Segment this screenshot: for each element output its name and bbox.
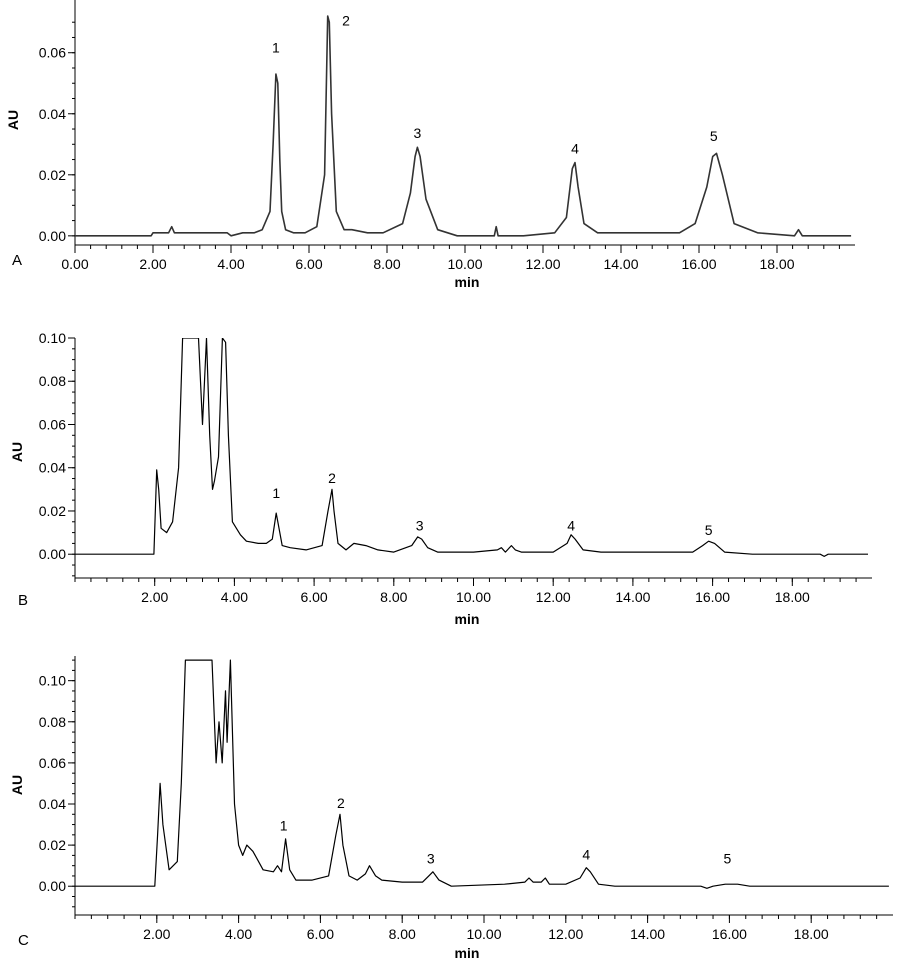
- x-tick-label: 16.00: [681, 256, 716, 272]
- peak-label-5: 5: [705, 522, 713, 538]
- x-axis-title: min: [455, 611, 480, 627]
- panel-letter: A: [12, 252, 22, 269]
- x-tick-label: 8.00: [380, 589, 407, 605]
- x-tick-label: 8.00: [389, 926, 416, 942]
- x-tick-label: 10.00: [456, 589, 491, 605]
- peak-label-4: 4: [582, 847, 590, 863]
- peak-label-3: 3: [416, 517, 424, 533]
- peak-label-4: 4: [571, 140, 579, 156]
- y-tick-label: 0.04: [39, 106, 66, 122]
- x-tick-label: 4.00: [225, 926, 252, 942]
- x-tick-label: 14.00: [615, 589, 650, 605]
- peak-label-4: 4: [567, 517, 575, 533]
- x-tick-label: 12.00: [548, 926, 583, 942]
- chart-panel-c: 0.00 0.02 0.04 0.06 0.08 0.10 2.00 4.00 6.00 8.00…: [9, 656, 893, 961]
- x-tick-label: 6.00: [307, 926, 334, 942]
- x-tick-label: 18.00: [759, 256, 794, 272]
- x-tick-label: 16.00: [695, 589, 730, 605]
- panel-letter: C: [18, 932, 29, 949]
- x-tick-label: 12.00: [536, 589, 571, 605]
- x-tick-label: 18.00: [794, 926, 829, 942]
- panel-letter: B: [18, 592, 28, 609]
- peak-label-1: 1: [280, 818, 288, 834]
- peak-label-2: 2: [337, 795, 345, 811]
- y-tick-label: 0.10: [39, 673, 66, 689]
- x-tick-label: 6.00: [300, 589, 327, 605]
- y-tick-label: 0.02: [39, 167, 66, 183]
- x-tick-label: 12.00: [525, 256, 560, 272]
- y-tick-label: 0.08: [39, 373, 66, 389]
- y-tick-label: 0.02: [39, 503, 66, 519]
- y-axis-title: AU: [5, 110, 21, 130]
- chart-panel-a: 0.00 0.02 0.04 0.06 0.00 2.00 4.00 6.00 8.00 10.0…: [5, 0, 855, 290]
- x-tick-label: 10.00: [447, 256, 482, 272]
- peak-label-1: 1: [272, 40, 280, 56]
- x-tick-label: 8.00: [373, 256, 400, 272]
- chromatogram-trace: [75, 15, 852, 237]
- y-tick-label: 0.06: [39, 755, 66, 771]
- chromatogram-trace: [75, 659, 889, 889]
- x-axis-title: min: [455, 274, 480, 290]
- chromatogram-trace: [75, 338, 868, 558]
- y-tick-label: 0.02: [39, 837, 66, 853]
- peak-label-1: 1: [272, 485, 280, 501]
- x-tick-label: 4.00: [221, 589, 248, 605]
- chart-panel-b: 0.00 0.02 0.04 0.06 0.08 0.10 2.00 4.00 6.00 8.00…: [9, 330, 872, 627]
- peak-label-5: 5: [723, 851, 731, 867]
- y-tick-label: 0.00: [39, 878, 66, 894]
- y-tick-label: 0.06: [39, 45, 66, 61]
- x-tick-label: 0.00: [61, 256, 88, 272]
- x-tick-label: 16.00: [712, 926, 747, 942]
- y-tick-label: 0.08: [39, 714, 66, 730]
- y-tick-label: 0.06: [39, 416, 66, 432]
- y-axis-title: AU: [9, 442, 25, 462]
- x-tick-label: 10.00: [466, 926, 501, 942]
- x-tick-label: 2.00: [143, 926, 170, 942]
- peak-label-5: 5: [710, 128, 718, 144]
- x-tick-label: 14.00: [603, 256, 638, 272]
- x-tick-label: 2.00: [141, 589, 168, 605]
- y-axis-title: AU: [9, 775, 25, 795]
- peak-label-3: 3: [427, 851, 435, 867]
- y-tick-label: 0.10: [39, 330, 66, 346]
- y-tick-label: 0.00: [39, 228, 66, 244]
- peak-label-2: 2: [342, 12, 350, 28]
- y-tick-label: 0.04: [39, 796, 66, 812]
- x-tick-label: 6.00: [295, 256, 322, 272]
- x-tick-label: 2.00: [139, 256, 166, 272]
- x-axis-title: min: [455, 945, 480, 961]
- peak-label-3: 3: [414, 125, 422, 141]
- x-tick-label: 4.00: [217, 256, 244, 272]
- x-tick-label: 14.00: [630, 926, 665, 942]
- peak-label-2: 2: [328, 470, 336, 486]
- x-tick-label: 18.00: [775, 589, 810, 605]
- y-tick-label: 0.00: [39, 546, 66, 562]
- y-tick-label: 0.04: [39, 460, 66, 476]
